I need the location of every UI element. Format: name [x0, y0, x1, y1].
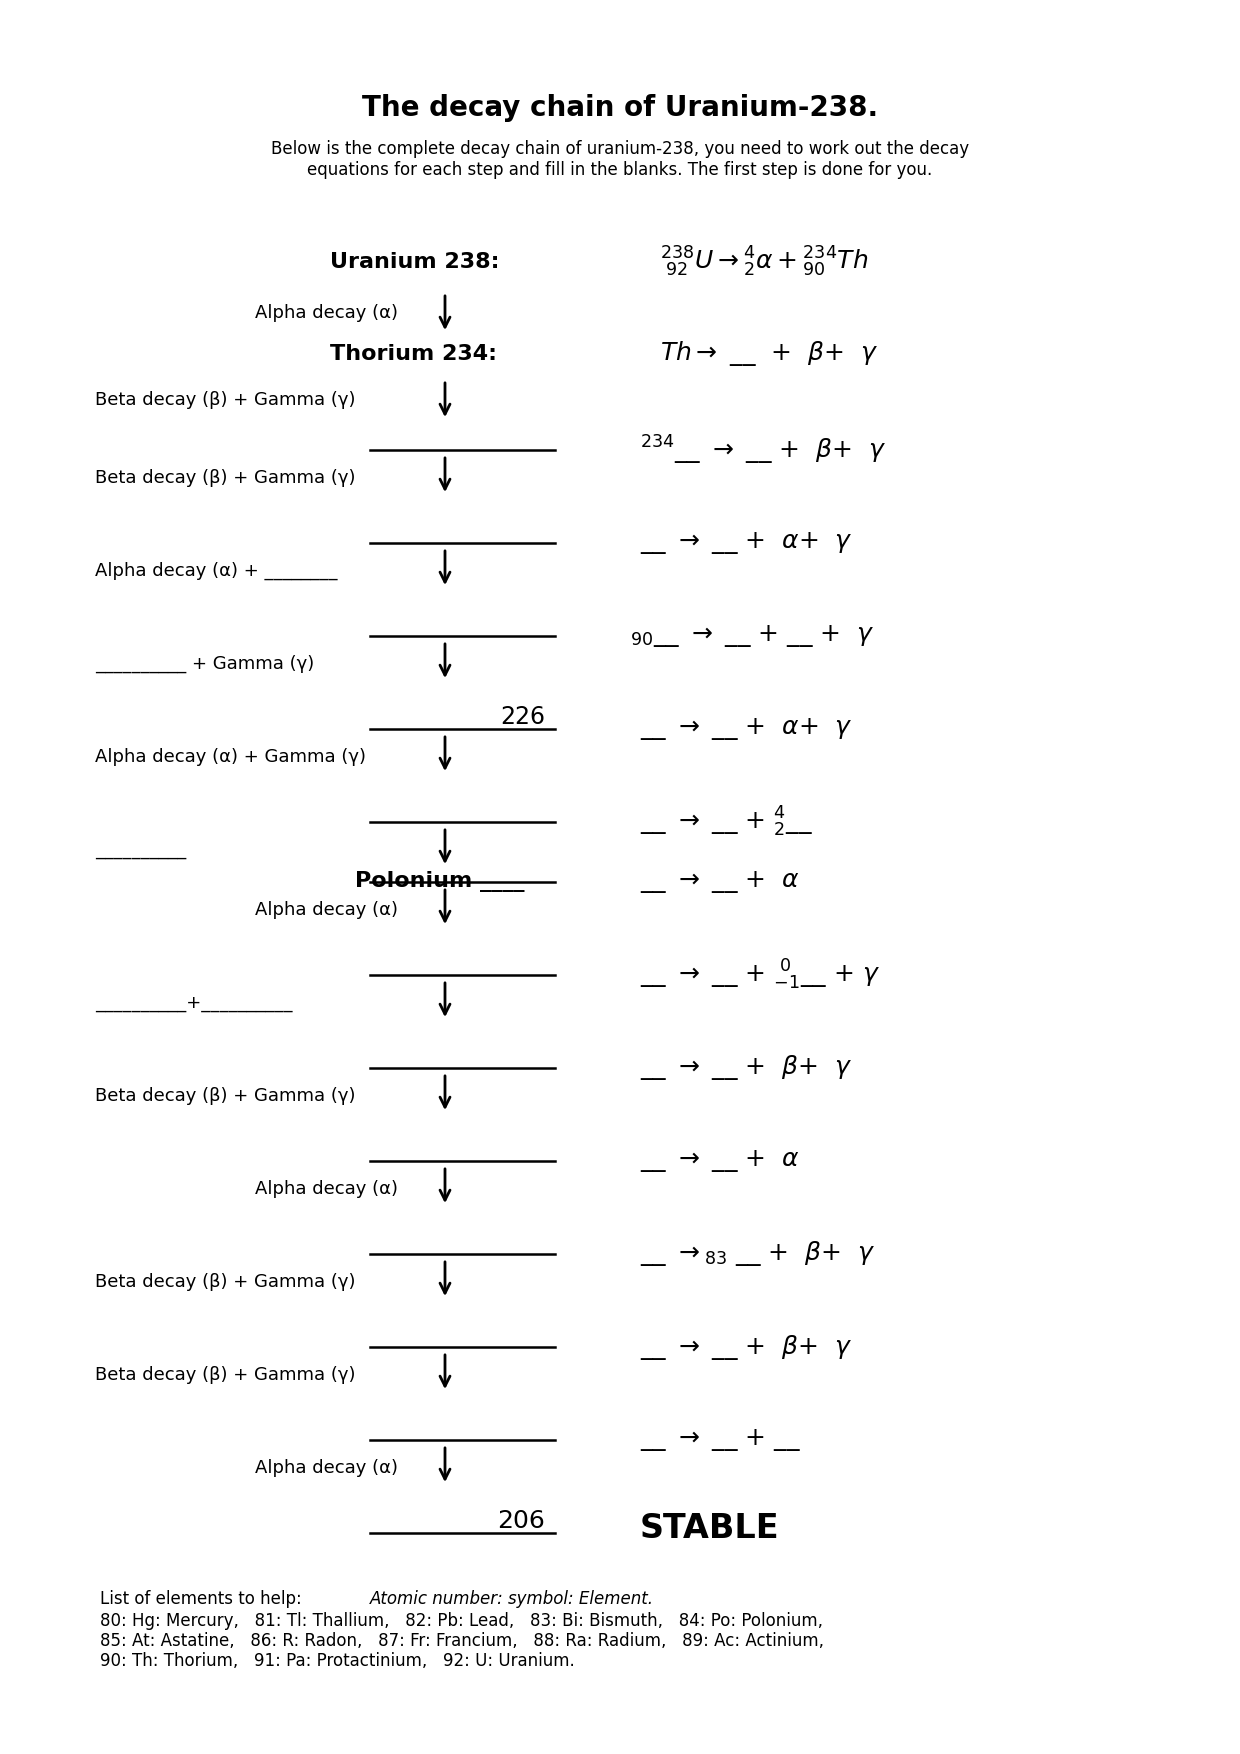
Text: $\mathit{Th} \rightarrow$ __  +  $\beta$+  $\gamma$: $\mathit{Th} \rightarrow$ __ + $\beta$+ …	[660, 340, 878, 368]
Text: __________+__________: __________+__________	[95, 995, 293, 1012]
Text: $^{234}$__ $\rightarrow$ __ +  $\beta$+  $\gamma$: $^{234}$__ $\rightarrow$ __ + $\beta$+ $…	[640, 433, 887, 467]
Text: __ $\rightarrow$ __ +  $\beta$+  $\gamma$: __ $\rightarrow$ __ + $\beta$+ $\gamma$	[640, 1333, 852, 1361]
Text: Atomic number: symbol: Element.: Atomic number: symbol: Element.	[370, 1589, 653, 1608]
Text: Alpha decay (α): Alpha decay (α)	[255, 1180, 398, 1198]
Text: Beta decay (β) + Gamma (γ): Beta decay (β) + Gamma (γ)	[95, 1366, 356, 1384]
Text: Alpha decay (α): Alpha decay (α)	[255, 303, 398, 323]
Text: __ $\rightarrow$ __ +  $\alpha$: __ $\rightarrow$ __ + $\alpha$	[640, 868, 800, 895]
Text: Uranium 238:: Uranium 238:	[330, 253, 500, 272]
Text: $_{90}$__ $\rightarrow$ __ + __ +  $\gamma$: $_{90}$__ $\rightarrow$ __ + __ + $\gamm…	[630, 623, 874, 649]
Text: Beta decay (β) + Gamma (γ): Beta decay (β) + Gamma (γ)	[95, 1273, 356, 1291]
Text: $\mathit{^{238}_{\ 92}U{\rightarrow}^4_2\alpha+^{234}_{90}Th}$: $\mathit{^{238}_{\ 92}U{\rightarrow}^4_2…	[660, 246, 868, 279]
Text: 90: Th: Thorium,   91: Pa: Protactinium,   92: U: Uranium.: 90: Th: Thorium, 91: Pa: Protactinium, 9…	[100, 1652, 575, 1670]
Text: Thorium 234:: Thorium 234:	[330, 344, 497, 365]
Text: The decay chain of Uranium-238.: The decay chain of Uranium-238.	[362, 95, 878, 123]
Text: __ $\rightarrow$ __ + __: __ $\rightarrow$ __ + __	[640, 1428, 801, 1452]
Text: __ $\rightarrow$ __ +  $\alpha$+  $\gamma$: __ $\rightarrow$ __ + $\alpha$+ $\gamma$	[640, 530, 853, 556]
Text: 206: 206	[497, 1508, 546, 1533]
Text: Beta decay (β) + Gamma (γ): Beta decay (β) + Gamma (γ)	[95, 468, 356, 488]
Text: Beta decay (β) + Gamma (γ): Beta decay (β) + Gamma (γ)	[95, 1087, 356, 1105]
Text: Below is the complete decay chain of uranium-238, you need to work out the decay: Below is the complete decay chain of ura…	[270, 140, 970, 179]
Text: 226: 226	[500, 705, 546, 730]
Text: Alpha decay (α): Alpha decay (α)	[255, 902, 398, 919]
Text: Alpha decay (α): Alpha decay (α)	[255, 1459, 398, 1477]
Text: Beta decay (β) + Gamma (γ): Beta decay (β) + Gamma (γ)	[95, 391, 356, 409]
Text: Alpha decay (α) + Gamma (γ): Alpha decay (α) + Gamma (γ)	[95, 747, 366, 766]
Text: __________ + Gamma (γ): __________ + Gamma (γ)	[95, 654, 314, 674]
Text: __ $\rightarrow$ __ +  $\alpha$+  $\gamma$: __ $\rightarrow$ __ + $\alpha$+ $\gamma$	[640, 716, 853, 742]
Text: List of elements to help:: List of elements to help:	[100, 1589, 308, 1608]
Text: __ $\rightarrow$ __ +  $\alpha$: __ $\rightarrow$ __ + $\alpha$	[640, 1149, 800, 1173]
Text: Polonium ____: Polonium ____	[355, 872, 525, 893]
Text: __ $\rightarrow$ __ + $^{\ 0}_{-1}$__ + $\gamma$: __ $\rightarrow$ __ + $^{\ 0}_{-1}$__ + …	[640, 958, 880, 993]
Text: Alpha decay (α) + ________: Alpha decay (α) + ________	[95, 561, 337, 581]
Text: __ $\rightarrow$ __ + $^4_2$__: __ $\rightarrow$ __ + $^4_2$__	[640, 805, 813, 838]
Text: __________: __________	[95, 840, 186, 859]
Text: STABLE: STABLE	[640, 1512, 780, 1545]
Text: __ $\rightarrow$ __ +  $\beta$+  $\gamma$: __ $\rightarrow$ __ + $\beta$+ $\gamma$	[640, 1054, 852, 1082]
Text: __ $\rightarrow_{83}$ __ +  $\beta$+  $\gamma$: __ $\rightarrow_{83}$ __ + $\beta$+ $\ga…	[640, 1240, 875, 1268]
Text: 85: At: Astatine,   86: R: Radon,   87: Fr: Francium,   88: Ra: Radium,   89: Ac: 85: At: Astatine, 86: R: Radon, 87: Fr: …	[100, 1631, 825, 1651]
Text: 80: Hg: Mercury,   81: Tl: Thallium,   82: Pb: Lead,   83: Bi: Bismuth,   84: Po: 80: Hg: Mercury, 81: Tl: Thallium, 82: P…	[100, 1612, 823, 1629]
